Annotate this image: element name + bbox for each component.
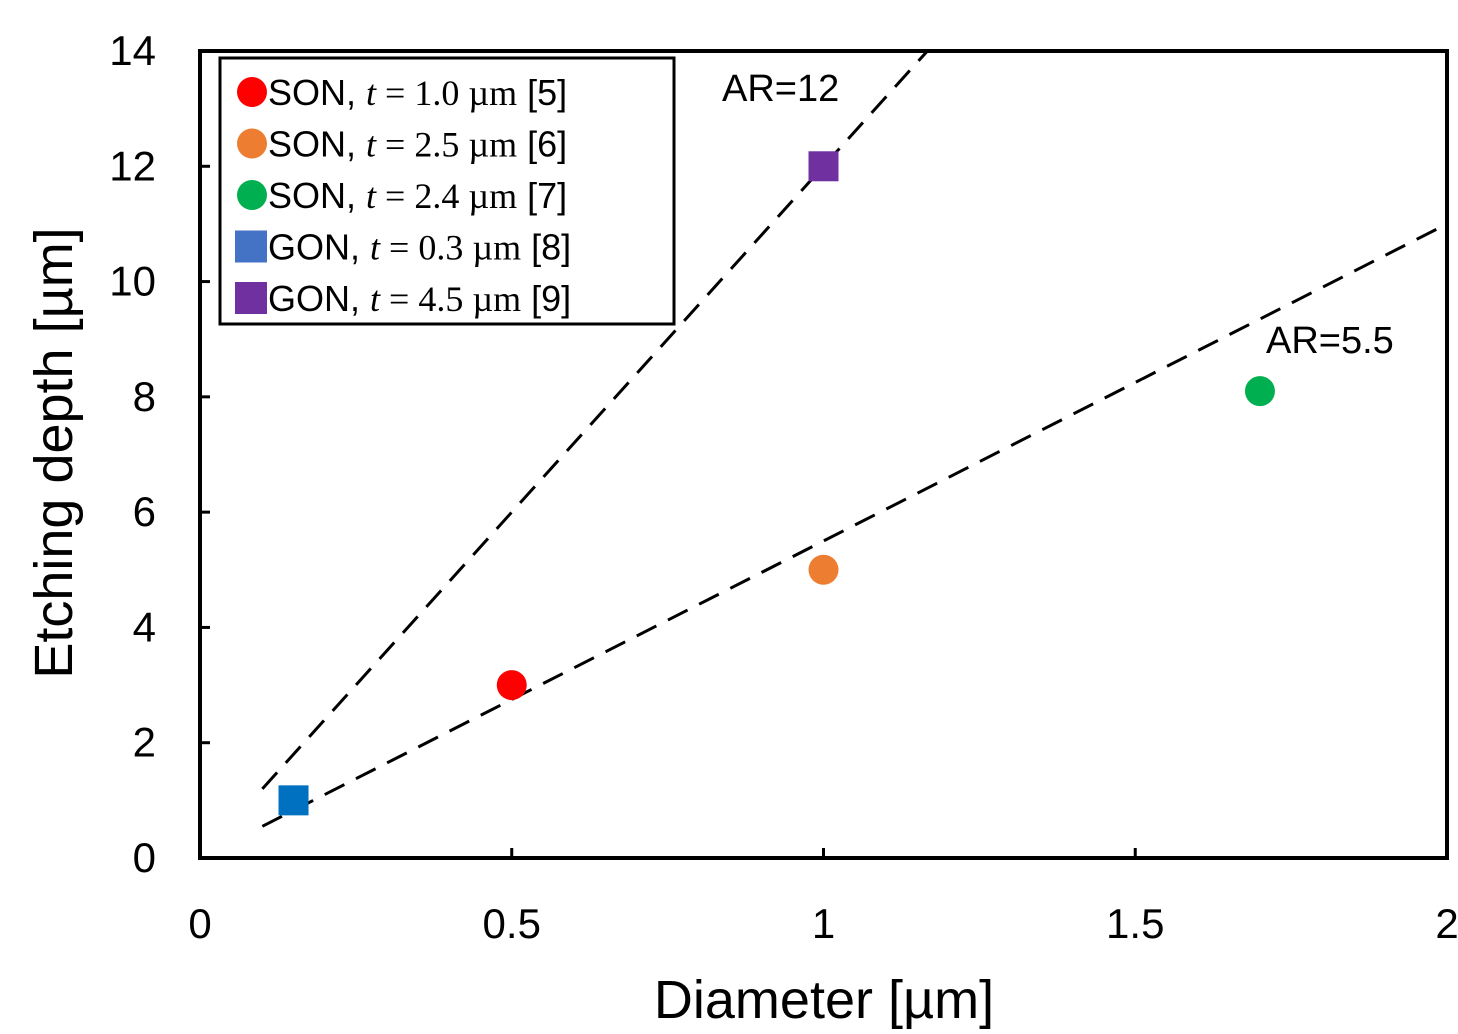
legend-marker	[235, 282, 267, 314]
x-tick-label: 2	[1435, 900, 1458, 947]
x-tick-label: 1	[812, 900, 835, 947]
y-tick-label: 0	[133, 834, 156, 881]
y-tick-label: 4	[133, 603, 156, 650]
reference-line-label: AR=12	[722, 68, 839, 110]
legend-label: SON, t = 1.0 µm [5]	[268, 72, 567, 113]
y-tick-label: 10	[109, 258, 156, 305]
data-point	[496, 670, 527, 701]
data-point	[808, 554, 839, 585]
reference-line	[261, 222, 1448, 828]
y-tick-label: 2	[133, 719, 156, 766]
reference-line-label: AR=5.5	[1266, 320, 1394, 362]
legend-marker	[237, 77, 267, 107]
y-tick-label: 12	[109, 142, 156, 189]
y-tick-label: 6	[133, 488, 156, 535]
legend-marker	[237, 128, 267, 159]
data-point	[808, 151, 839, 182]
legend-label: GON, t = 0.3 µm [8]	[268, 227, 571, 268]
legend-box	[218, 56, 676, 326]
legend-marker	[237, 180, 267, 210]
x-tick-label: 1.5	[1106, 900, 1164, 947]
tick-labels: 0 0.5 1 1.5 2 0 2 4 6 8 10 12 14 AR=12 AR=5.5	[109, 27, 1458, 947]
y-tick-label: 14	[109, 27, 156, 74]
legend-marker	[235, 230, 267, 263]
reference-lines	[261, 49, 1448, 828]
x-tick-label: 0.5	[483, 900, 541, 947]
legend-label: SON, t = 2.5 µm [6]	[268, 124, 567, 165]
legend-label: SON, t = 2.4 µm [7]	[268, 175, 567, 216]
y-tick-label: 8	[133, 373, 156, 420]
x-axis-title: Diameter [µm]	[654, 970, 994, 1030]
legend-label: GON, t = 4.5 µm [9]	[268, 278, 571, 319]
data-point	[278, 785, 309, 816]
data-point	[1244, 376, 1275, 407]
x-tick-label: 0	[188, 900, 211, 947]
legend: SON, t = 1.0 µm [5] SON, t = 2.5 µm [6] SO…	[218, 56, 676, 326]
y-axis-title: Etching depth [µm]	[24, 227, 84, 678]
data-points	[278, 151, 1275, 816]
axes	[198, 49, 1449, 860]
reference-line	[261, 49, 929, 790]
